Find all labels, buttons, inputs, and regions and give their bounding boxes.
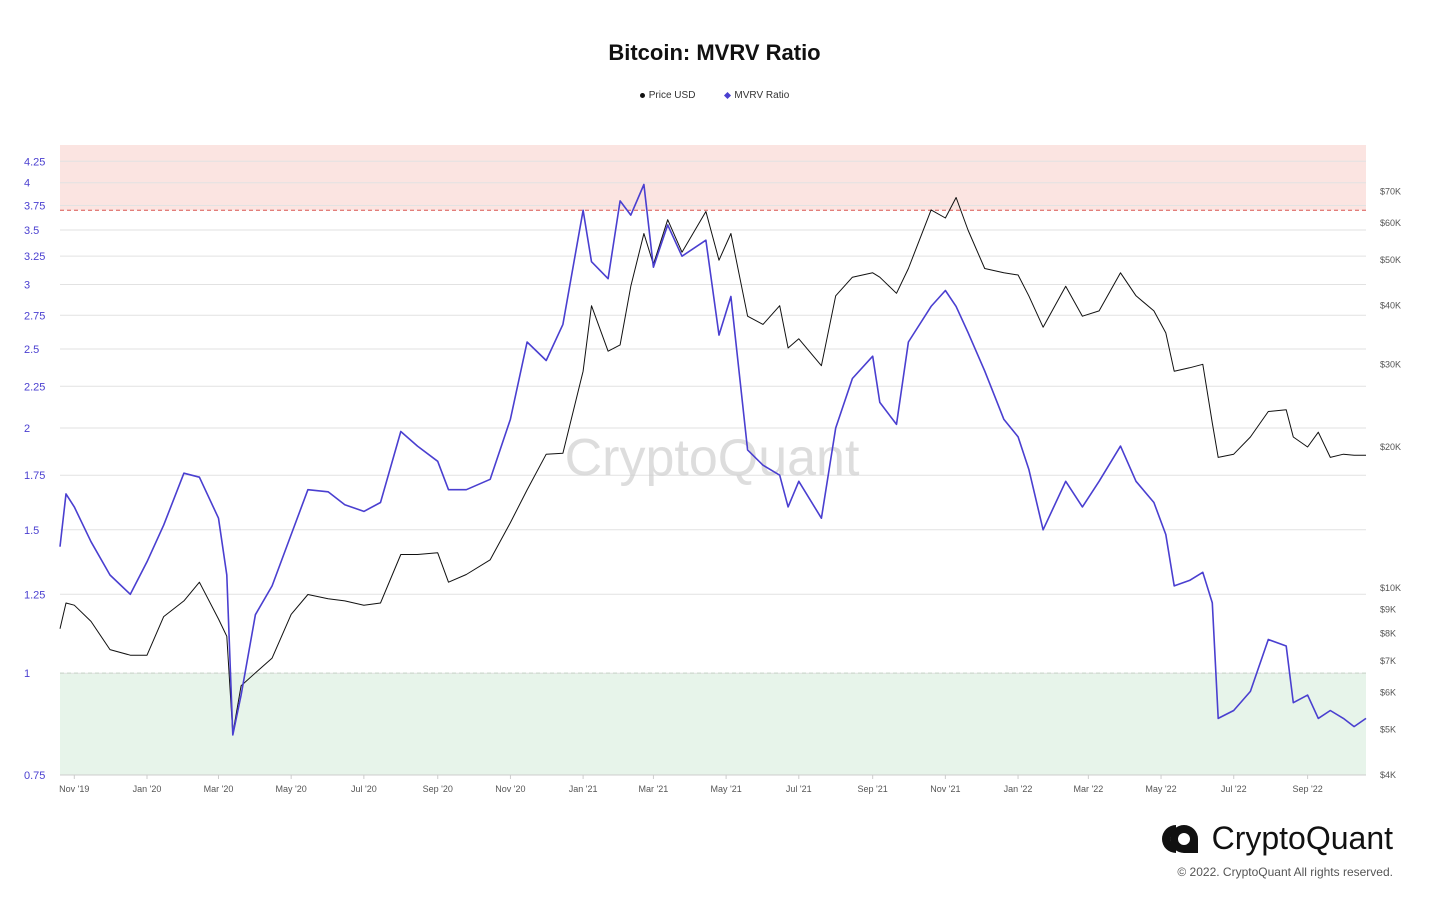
mvrv-chart-plot: CryptoQuant 4.25 4 3.75 3.5 3.25 3 2.75 2.5 2.25… bbox=[24, 145, 1401, 794]
x-tick-label: Jan '21 bbox=[569, 784, 598, 794]
right-tick-label: $50K bbox=[1380, 255, 1401, 265]
legend-mvrv-label: MVRV Ratio bbox=[734, 90, 790, 101]
right-tick-label: $60K bbox=[1380, 218, 1401, 228]
band-undervalued bbox=[60, 673, 1366, 775]
series-line-mvrv-ratio bbox=[59, 183, 1367, 736]
left-tick-label: 1 bbox=[24, 668, 30, 680]
left-tick-label: 1.5 bbox=[24, 525, 39, 537]
left-tick-label: 3.75 bbox=[24, 201, 45, 213]
right-tick-label: $4K bbox=[1380, 770, 1396, 780]
x-tick-label: Sep '22 bbox=[1292, 784, 1322, 794]
chart-watermark: CryptoQuant bbox=[565, 429, 860, 487]
cryptoquant-logo-icon bbox=[1161, 824, 1198, 853]
x-axis: Nov '19 Jan '20 Mar '20 May '20 Jul '20 Sep '… bbox=[59, 774, 1366, 794]
chart-legend: Price USD MVRV Ratio bbox=[0, 90, 1429, 101]
left-tick-label: 1.25 bbox=[24, 589, 45, 601]
right-tick-label: $10K bbox=[1380, 583, 1401, 593]
x-tick-label: Nov '21 bbox=[930, 784, 960, 794]
x-tick-label: Nov '20 bbox=[495, 784, 525, 794]
right-tick-label: $6K bbox=[1380, 687, 1396, 697]
left-tick-label: 4 bbox=[24, 178, 30, 190]
right-tick-label: $70K bbox=[1380, 187, 1401, 197]
x-tick-label: Jul '20 bbox=[351, 784, 377, 794]
chart-title: Bitcoin: MVRV Ratio bbox=[608, 40, 821, 65]
left-tick-label: 3.25 bbox=[24, 251, 45, 263]
x-tick-label: Jan '22 bbox=[1004, 784, 1033, 794]
left-tick-label: 0.75 bbox=[24, 770, 45, 782]
left-tick-label: 2.75 bbox=[24, 310, 45, 322]
copyright-text: © 2022. CryptoQuant All rights reserved. bbox=[1177, 865, 1393, 879]
right-tick-label: $7K bbox=[1380, 656, 1396, 666]
x-tick-label: Jan '20 bbox=[133, 784, 162, 794]
x-tick-label: Sep '21 bbox=[858, 784, 888, 794]
x-tick-label: May '22 bbox=[1145, 784, 1176, 794]
right-tick-label: $9K bbox=[1380, 605, 1396, 615]
x-tick-label: Jul '21 bbox=[786, 784, 812, 794]
left-tick-label: 3 bbox=[24, 280, 30, 292]
legend-price-label: Price USD bbox=[648, 90, 696, 101]
legend-item-mvrv[interactable]: MVRV Ratio bbox=[724, 90, 790, 101]
left-tick-label: 1.75 bbox=[24, 470, 45, 482]
right-axis: $70K $60K $50K $40K $30K $20K $10K $9K $8K $7K $6K… bbox=[1380, 187, 1401, 780]
right-tick-label: $20K bbox=[1380, 442, 1401, 452]
right-tick-label: $8K bbox=[1380, 629, 1396, 639]
x-tick-label: Nov '19 bbox=[59, 784, 89, 794]
x-tick-label: May '21 bbox=[710, 784, 741, 794]
legend-price-marker bbox=[639, 93, 645, 98]
x-tick-label: Mar '22 bbox=[1073, 784, 1103, 794]
x-tick-label: May '20 bbox=[276, 784, 307, 794]
band-overvalued bbox=[60, 145, 1366, 211]
brand-logo: CryptoQuant bbox=[1160, 820, 1393, 857]
left-tick-label: 2 bbox=[24, 423, 30, 435]
legend-item-price[interactable]: Price USD bbox=[639, 90, 696, 101]
left-tick-label: 4.25 bbox=[24, 156, 45, 168]
series-line-price-usd bbox=[59, 197, 1366, 735]
right-tick-label: $40K bbox=[1380, 301, 1401, 311]
left-tick-label: 2.5 bbox=[24, 344, 39, 356]
right-tick-label: $5K bbox=[1380, 725, 1396, 735]
series-layer bbox=[59, 183, 1367, 736]
left-tick-label: 2.25 bbox=[24, 381, 45, 393]
x-tick-label: Mar '20 bbox=[204, 784, 234, 794]
x-tick-label: Sep '20 bbox=[423, 784, 453, 794]
right-tick-label: $30K bbox=[1380, 359, 1401, 369]
x-tick-label: Mar '21 bbox=[639, 784, 669, 794]
left-tick-label: 3.5 bbox=[24, 225, 39, 237]
x-tick-label: Jul '22 bbox=[1221, 784, 1247, 794]
brand-name: CryptoQuant bbox=[1211, 820, 1393, 856]
left-axis: 4.25 4 3.75 3.5 3.25 3 2.75 2.5 2.25 2 1.75 1.5 1.25… bbox=[24, 156, 45, 782]
